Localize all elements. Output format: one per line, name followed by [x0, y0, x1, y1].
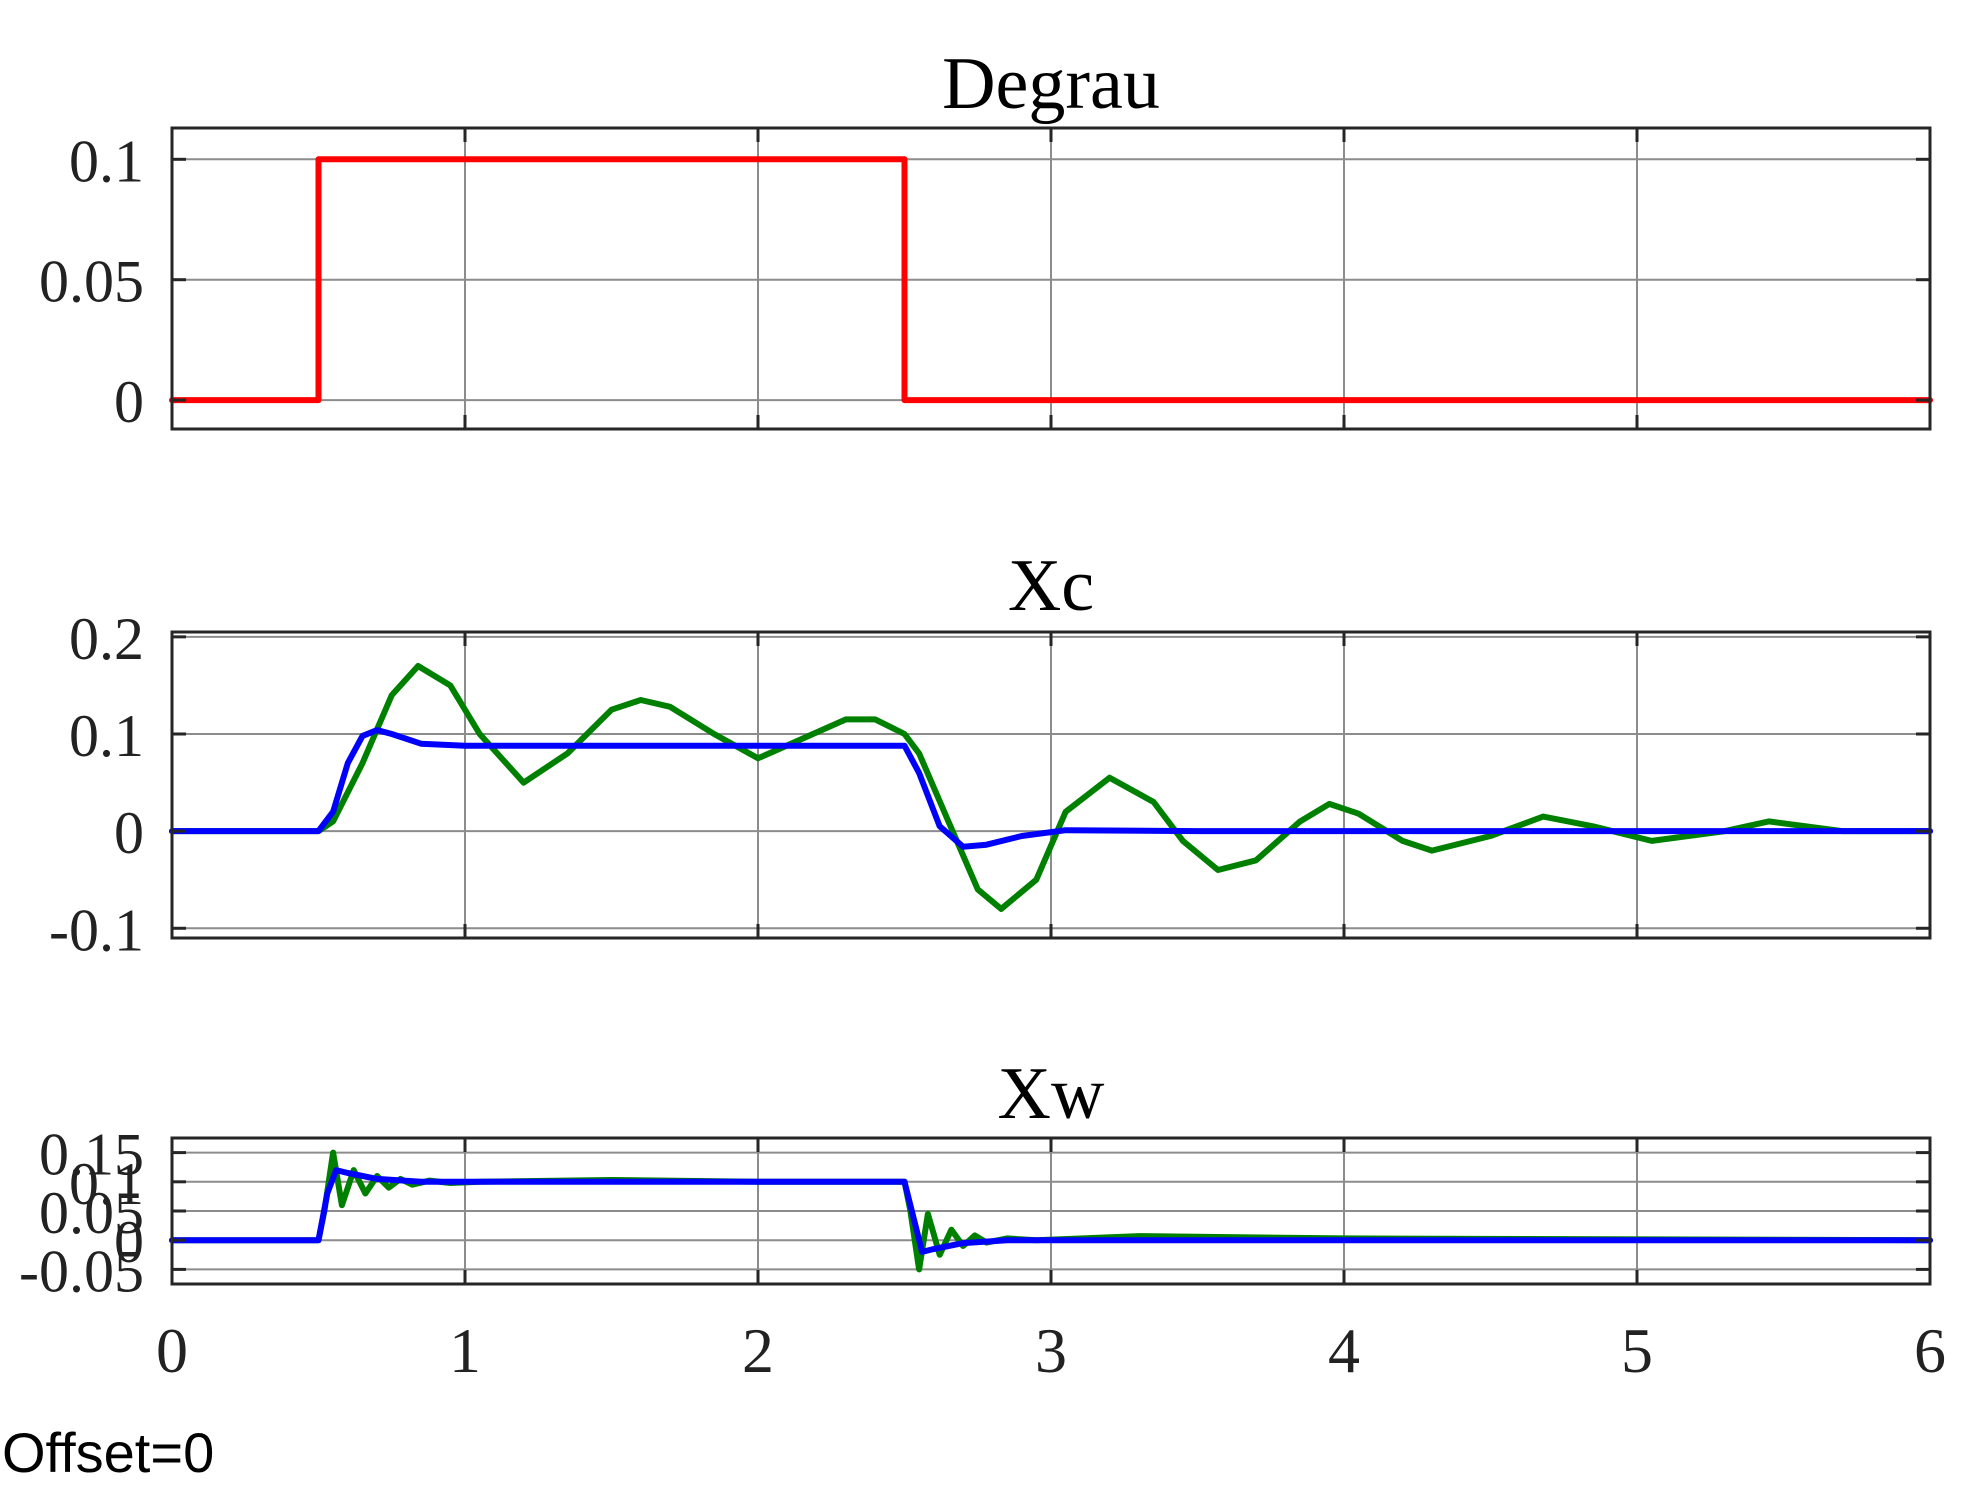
degrau-series-line-1	[169, 156, 1933, 404]
x-tick-label: 6	[1914, 1315, 1946, 1386]
xw-series-line-2	[169, 1167, 1933, 1255]
xc-y-tick-label: -0.1	[49, 897, 144, 963]
degrau-y-tick-label: 0.1	[69, 128, 144, 194]
xw-y-tick-label: 0.1	[69, 1151, 144, 1217]
x-tick-label: 1	[449, 1315, 481, 1386]
xc-y-tick-label: 0	[114, 800, 144, 866]
x-tick-label: 4	[1328, 1315, 1360, 1386]
x-tick-label: 0	[156, 1315, 188, 1386]
xw-y-tick-label: 0.05	[39, 1180, 144, 1246]
xc-y-tick-label: 0.2	[69, 606, 144, 672]
panel-title-degrau: Degrau	[942, 43, 1160, 125]
xw-y-tick-label: -0.05	[19, 1238, 144, 1304]
panel-xc: -0.1 0 0.1 0.2 Xc	[49, 545, 1933, 963]
panel-degrau: 0 0.05 0.1 Degrau	[39, 43, 1933, 435]
degrau-y-tick-label: 0	[114, 369, 144, 435]
xc-y-tick-label: 0.1	[69, 703, 144, 769]
panel-title-xc: Xc	[1008, 545, 1094, 627]
degrau-y-tick-label: 0.05	[39, 249, 144, 315]
xc-series-line-1	[169, 663, 1933, 912]
x-tick-label: 2	[742, 1315, 774, 1386]
xc-series-line-2	[169, 727, 1933, 850]
panel-title-xw: Xw	[998, 1053, 1105, 1135]
x-tick-label: 3	[1035, 1315, 1067, 1386]
x-tick-label: 5	[1621, 1315, 1653, 1386]
offset-label: Offset=0	[2, 1421, 215, 1484]
xw-y-tick-label: 0.15	[39, 1122, 144, 1188]
xw-y-tick-label: 0	[114, 1209, 144, 1275]
